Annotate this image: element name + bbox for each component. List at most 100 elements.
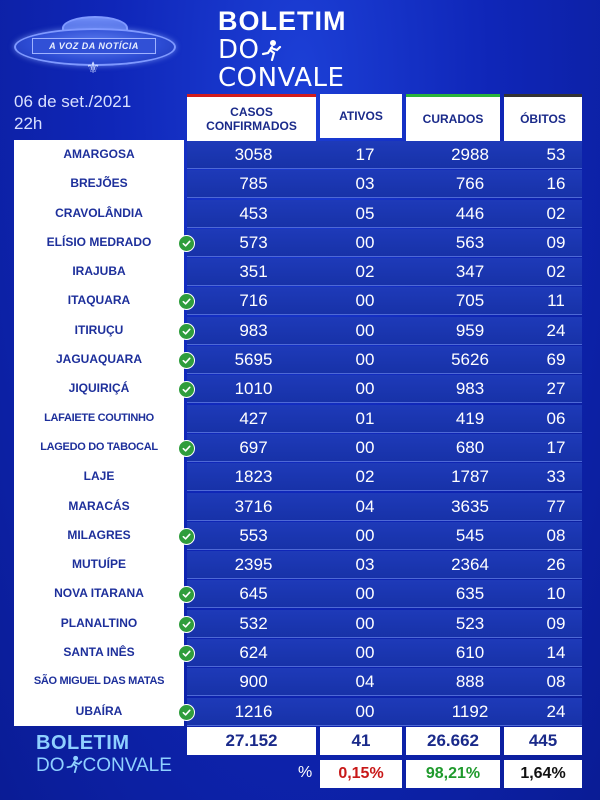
table-row: MARACÁS 3716 04 3635 77 xyxy=(14,491,582,521)
logo-title-top: BOLETIM xyxy=(218,6,347,36)
cell-cured: 1787 xyxy=(451,467,489,487)
cell-deaths: 24 xyxy=(546,320,566,340)
cell-cured: 1192 xyxy=(451,701,489,721)
fleur-de-lis-icon: ⚜ xyxy=(85,60,101,77)
header-cured: CURADOS xyxy=(406,94,500,141)
cell-active: 00 xyxy=(355,232,375,252)
footer-title-top: BOLETIM xyxy=(36,732,130,754)
table-row: ELÍSIO MEDRADO 573 00 563 09 xyxy=(14,227,582,258)
cell-active: 00 xyxy=(355,437,375,457)
total-confirmed: 27.152 xyxy=(187,727,316,755)
table-row: JAGUAQUARA 5695 00 5626 69 xyxy=(14,345,582,375)
check-icon xyxy=(178,352,195,370)
percent-label: % xyxy=(298,764,313,781)
cell-cured: 766 xyxy=(455,174,485,194)
cell-deaths: 77 xyxy=(546,496,566,516)
cell-deaths: 14 xyxy=(546,643,566,663)
cell-active: 00 xyxy=(355,291,375,311)
city-name: ITAQUARA xyxy=(14,286,184,316)
cell-cured: 545 xyxy=(455,525,485,545)
cell-deaths: 11 xyxy=(547,291,565,311)
cell-active: 00 xyxy=(355,701,375,721)
footer-title-post: CONVALE xyxy=(82,755,172,776)
city-name: JIQUIRIÇÁ xyxy=(14,374,184,404)
cell-confirmed: 900 xyxy=(239,672,268,692)
cell-confirmed: 553 xyxy=(239,525,268,545)
cell-confirmed: 351 xyxy=(239,262,268,282)
total-deaths: 445 xyxy=(504,727,582,755)
runner-icon xyxy=(66,755,82,774)
table-row: AMARGOSA 3058 17 2988 53 xyxy=(14,140,582,170)
check-icon xyxy=(178,703,195,721)
cell-confirmed: 624 xyxy=(239,643,268,663)
table-row: BREJÕES 785 03 766 16 xyxy=(14,169,582,199)
table-row: UBAÍRA 1216 00 1192 24 xyxy=(14,696,582,726)
cell-confirmed: 532 xyxy=(239,613,268,633)
cell-active: 01 xyxy=(355,408,375,428)
cell-deaths: 10 xyxy=(546,584,566,604)
cell-active: 02 xyxy=(355,262,375,282)
cell-cured: 5626 xyxy=(451,350,489,370)
cell-cured: 610 xyxy=(455,643,485,663)
total-cured: 26.662 xyxy=(406,727,500,755)
city-name: BREJÕES xyxy=(14,169,184,199)
cell-cured: 959 xyxy=(455,320,485,340)
cell-active: 00 xyxy=(355,643,375,663)
city-name: ITIRUÇU xyxy=(14,315,184,346)
cell-cured: 635 xyxy=(455,584,485,604)
city-name: SÃO MIGUEL DAS MATAS xyxy=(14,667,184,697)
report-hour: 22h xyxy=(14,114,43,133)
table-row: CRAVOLÂNDIA 453 05 446 02 xyxy=(14,198,582,228)
cell-deaths: 08 xyxy=(546,525,566,545)
table-row: JIQUIRIÇÁ 1010 00 983 27 xyxy=(14,374,582,404)
cell-confirmed: 427 xyxy=(239,408,268,428)
cell-active: 03 xyxy=(355,174,375,194)
city-name: ELÍSIO MEDRADO xyxy=(14,227,184,258)
footer-boletim-logo: BOLETIM DO CONVALE xyxy=(36,732,176,788)
header-active: ATIVOS xyxy=(320,94,402,138)
check-icon xyxy=(178,439,195,457)
cell-active: 03 xyxy=(355,555,375,575)
table-row: ITIRUÇU 983 00 959 24 xyxy=(14,315,582,346)
cell-confirmed: 5695 xyxy=(234,350,273,370)
city-name: PLANALTINO xyxy=(14,608,184,639)
table-row: NOVA ITARANA 645 00 635 10 xyxy=(14,579,582,609)
cell-active: 00 xyxy=(355,320,375,340)
logo-title-post: CONVALE xyxy=(218,63,345,93)
check-icon xyxy=(178,645,195,663)
cell-active: 00 xyxy=(355,613,375,633)
city-name: NOVA ITARANA xyxy=(14,579,184,609)
check-icon xyxy=(178,322,195,340)
percent-active: 0,15% xyxy=(320,760,402,788)
cell-confirmed: 785 xyxy=(239,174,268,194)
table-row: MILAGRES 553 00 545 08 xyxy=(14,520,582,551)
percent-cured: 98,21% xyxy=(406,760,500,788)
cell-active: 02 xyxy=(355,467,375,487)
cell-cured: 2988 xyxy=(451,145,489,164)
cell-active: 17 xyxy=(355,145,375,164)
cell-confirmed: 716 xyxy=(239,291,268,311)
cell-cured: 347 xyxy=(455,262,485,282)
check-icon xyxy=(178,234,195,252)
cell-active: 00 xyxy=(355,584,375,604)
cell-confirmed: 1823 xyxy=(234,467,273,487)
cell-active: 00 xyxy=(355,350,375,370)
cell-active: 05 xyxy=(355,203,375,223)
cell-cured: 3635 xyxy=(451,496,489,516)
table-row: PLANALTINO 532 00 523 09 xyxy=(14,608,582,639)
city-name: JAGUAQUARA xyxy=(14,345,184,375)
cell-deaths: 26 xyxy=(546,555,566,575)
cell-deaths: 33 xyxy=(546,467,566,487)
boletim-convale-logo: BOLETIM DOCONVALE xyxy=(218,6,388,92)
city-name: LAGEDO DO TABOCAL xyxy=(14,432,184,463)
table-row: ITAQUARA 716 00 705 11 xyxy=(14,286,582,316)
cell-cured: 888 xyxy=(455,672,485,692)
city-name: AMARGOSA xyxy=(14,140,184,170)
city-name: MUTUÍPE xyxy=(14,550,184,580)
check-icon xyxy=(178,381,195,399)
cell-cured: 2364 xyxy=(451,555,489,575)
check-icon xyxy=(178,293,195,311)
cell-deaths: 17 xyxy=(546,437,566,457)
logo-title-pre: DO xyxy=(218,35,260,65)
cell-active: 04 xyxy=(355,672,375,692)
